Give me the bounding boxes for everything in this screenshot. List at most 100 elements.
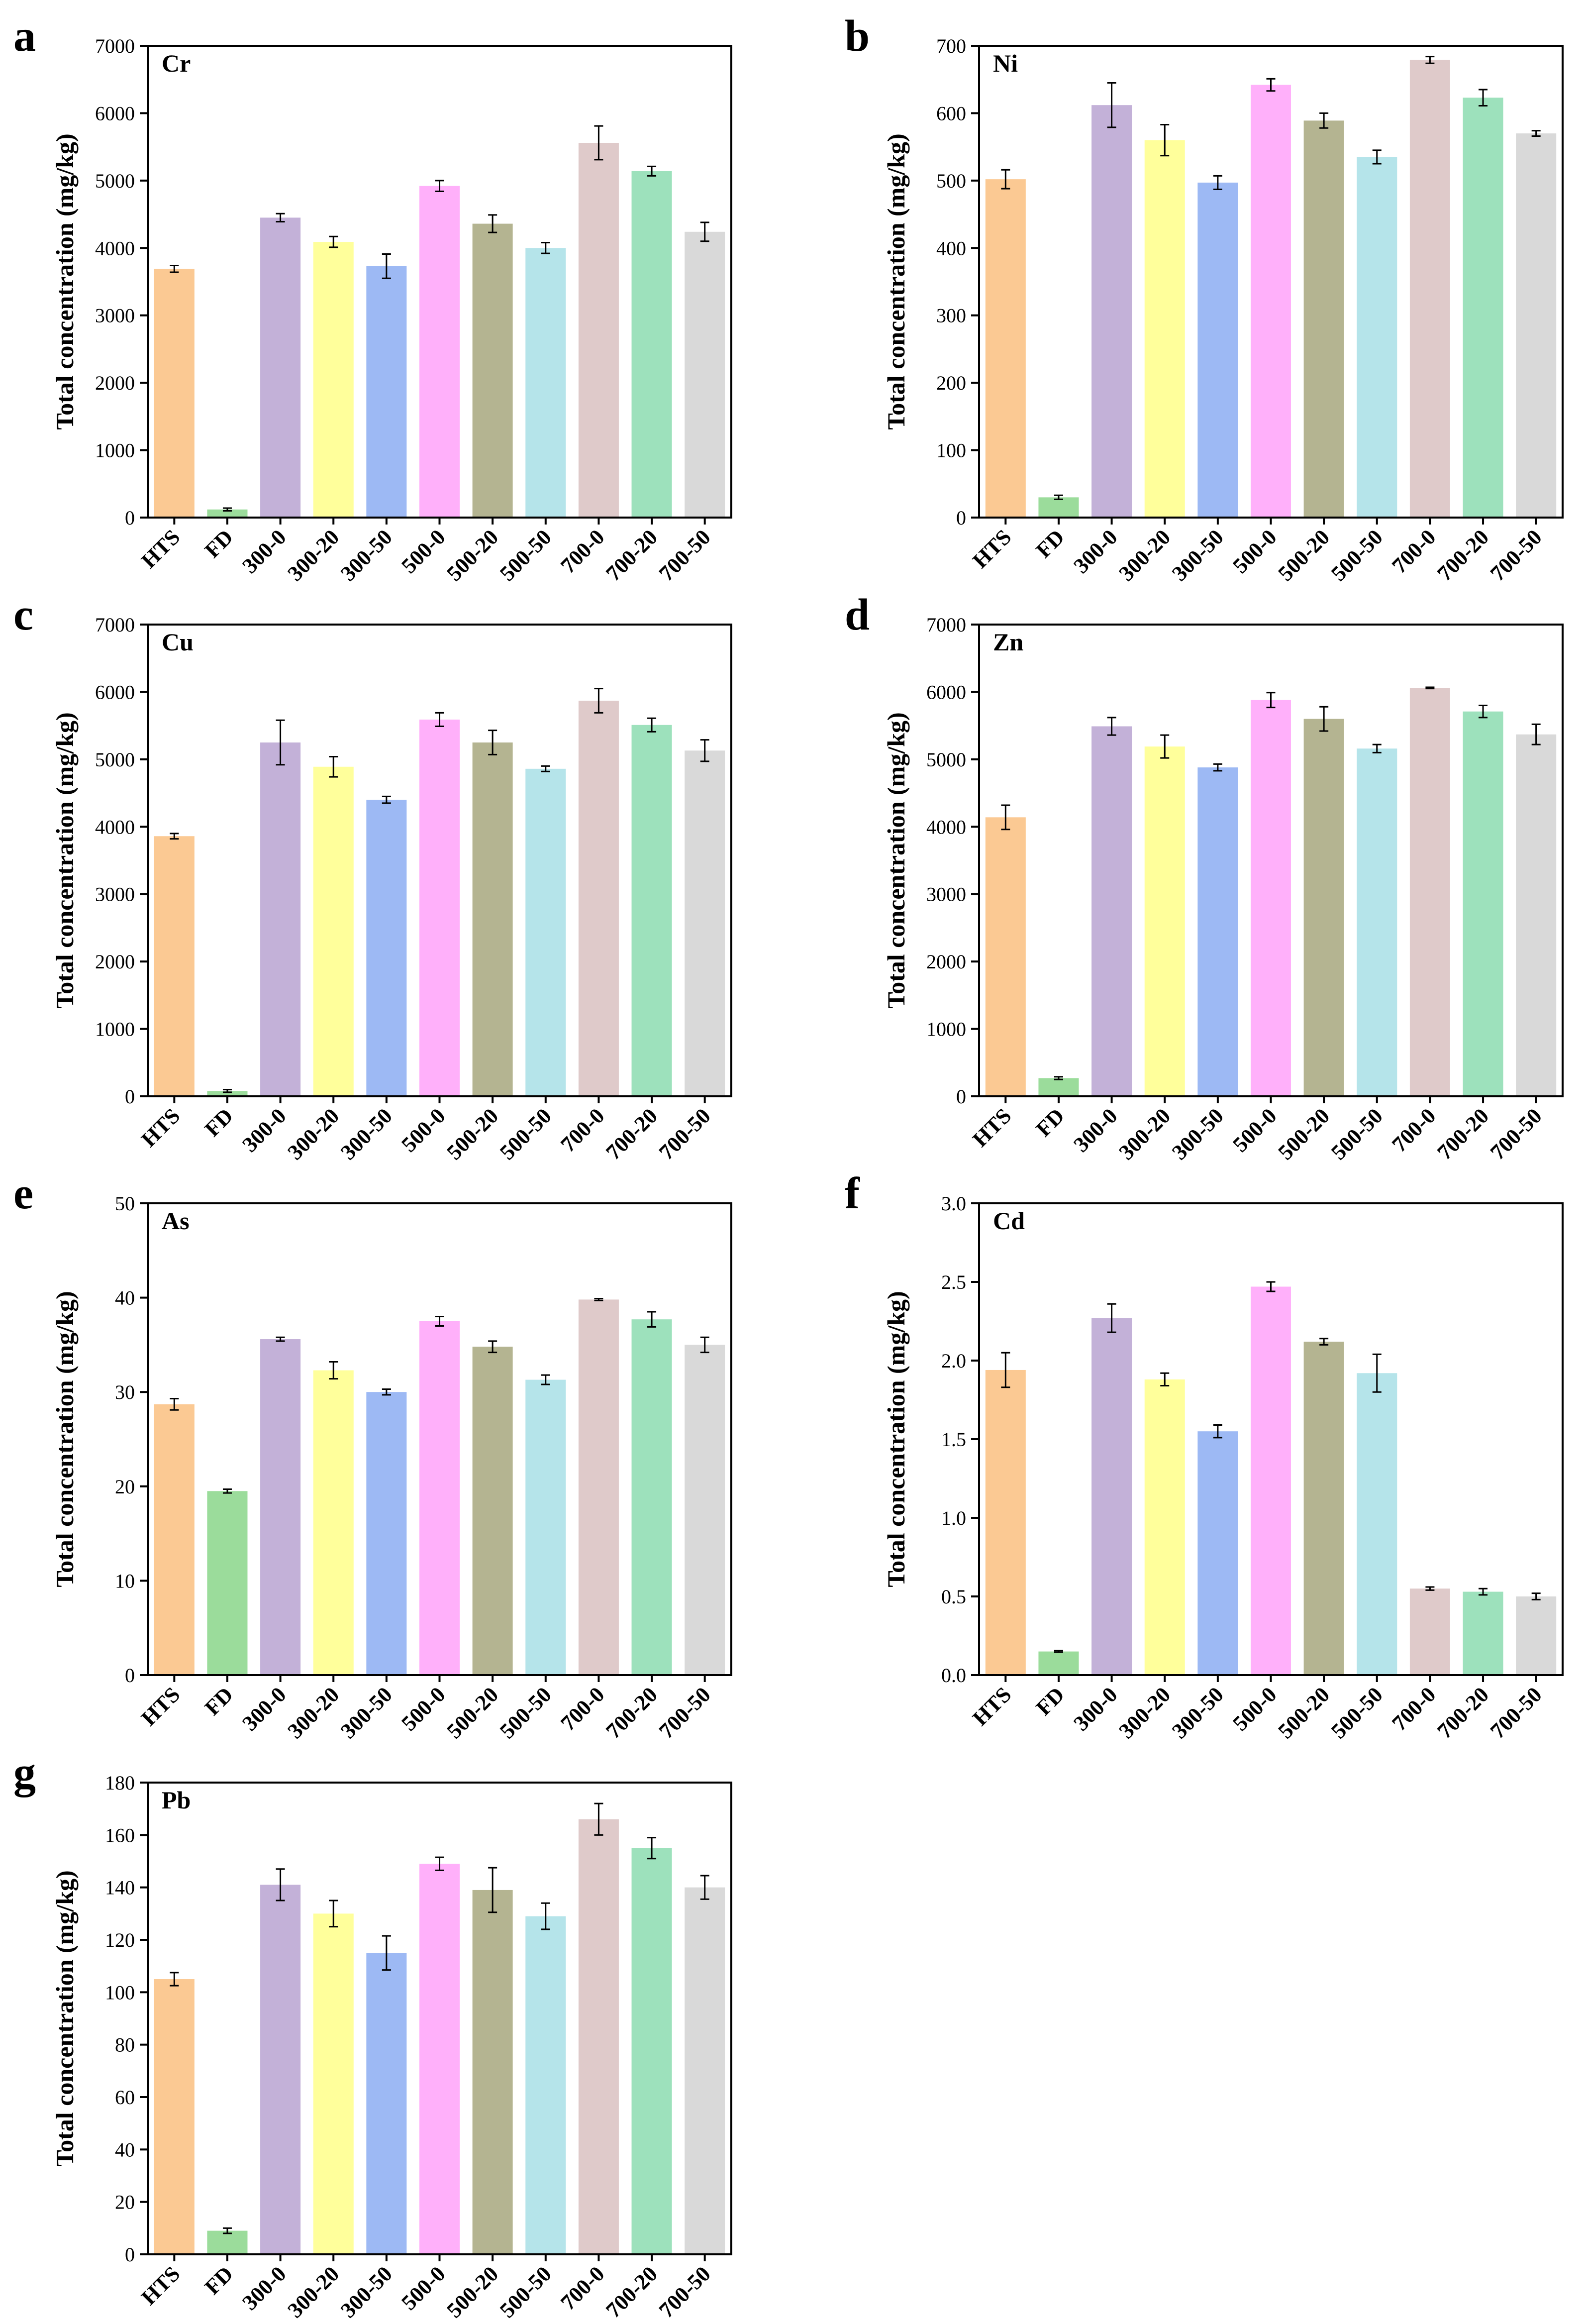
error-bar-c-HTS: [170, 833, 179, 840]
error-bar-e-FD: [222, 1488, 232, 1494]
bar-d-700-20: [1463, 711, 1503, 1096]
error-bar-a-FD: [222, 507, 232, 512]
error-bar-f-700-0: [1425, 1586, 1435, 1591]
bar-c-FD: [207, 1091, 248, 1096]
error-bar-f-500-20: [1319, 1338, 1329, 1346]
error-bar-g-300-20: [329, 1900, 338, 1928]
bar-g-700-50: [685, 1887, 725, 2254]
y-tick-label-b: 600: [936, 102, 966, 124]
error-bar-a-300-50: [382, 253, 391, 279]
y-tick-label-d: 1000: [926, 1018, 966, 1041]
error-bar-d-700-50: [1531, 723, 1541, 745]
y-tick-label-f: 3.0: [941, 1192, 966, 1215]
error-bar-c-700-50: [700, 739, 709, 762]
y-tick-label-a: 3000: [95, 305, 135, 327]
bar-d-500-20: [1303, 719, 1344, 1096]
error-bar-d-300-20: [1160, 734, 1170, 759]
error-bar-c-300-50: [382, 795, 391, 804]
y-tick-label-e: 0: [125, 1664, 135, 1687]
error-bar-c-500-50: [541, 765, 550, 772]
bar-g-700-0: [578, 1819, 619, 2254]
error-bar-d-700-0: [1425, 686, 1435, 690]
bar-c-700-0: [578, 701, 619, 1096]
y-tick-label-a: 5000: [95, 170, 135, 192]
bar-e-500-50: [525, 1379, 566, 1675]
bar-g-700-20: [631, 1848, 672, 2254]
bar-g-500-50: [525, 1916, 566, 2254]
bar-b-500-20: [1303, 120, 1344, 518]
y-tick-label-b: 100: [936, 439, 966, 462]
y-tick-label-c: 7000: [95, 614, 135, 636]
element-title-a: Cr: [162, 49, 191, 77]
y-tick-label-g: 120: [105, 1929, 135, 1951]
bar-a-300-20: [313, 242, 354, 518]
error-bar-d-500-20: [1319, 706, 1329, 732]
error-bar-c-500-0: [435, 712, 444, 727]
bar-g-FD: [207, 2230, 248, 2254]
error-bar-d-700-20: [1479, 705, 1488, 719]
y-tick-label-c: 2000: [95, 951, 135, 973]
bar-a-500-50: [525, 248, 566, 518]
panel-letter-b: b: [845, 11, 870, 61]
bar-f-700-20: [1463, 1591, 1503, 1675]
error-bar-b-700-20: [1479, 89, 1488, 107]
error-bar-f-300-0: [1107, 1303, 1116, 1333]
element-title-b: Ni: [993, 49, 1018, 77]
y-tick-label-c: 6000: [95, 681, 135, 703]
bar-g-300-0: [260, 1885, 301, 2254]
error-bar-f-300-20: [1160, 1372, 1170, 1387]
bar-b-500-0: [1250, 85, 1291, 518]
element-title-d: Zn: [993, 628, 1023, 656]
bar-d-300-0: [1091, 726, 1132, 1096]
y-tick-label-g: 60: [115, 2086, 135, 2109]
error-bar-c-700-0: [594, 688, 603, 714]
y-tick-label-g: 100: [105, 1981, 135, 2004]
panel-letter-d: d: [845, 590, 870, 639]
error-bar-b-500-50: [1372, 149, 1382, 165]
bar-d-500-50: [1357, 748, 1397, 1096]
bar-b-700-50: [1516, 133, 1557, 518]
error-bar-g-700-0: [594, 1802, 603, 1836]
bar-g-500-0: [419, 1864, 460, 2254]
bar-c-300-20: [313, 766, 354, 1096]
y-tick-label-e: 10: [115, 1570, 135, 1592]
y-tick-label-d: 3000: [926, 883, 966, 906]
y-tick-label-d: 5000: [926, 748, 966, 771]
bar-f-700-50: [1516, 1596, 1557, 1675]
element-title-g: Pb: [162, 1786, 191, 1814]
error-bar-e-500-20: [488, 1340, 497, 1354]
element-title-f: Cd: [993, 1207, 1025, 1235]
bar-c-300-50: [366, 800, 407, 1096]
bar-b-HTS: [985, 179, 1026, 518]
bar-d-HTS: [985, 817, 1026, 1096]
bar-a-500-20: [472, 223, 513, 518]
error-bar-e-300-20: [329, 1361, 338, 1380]
y-tick-label-g: 180: [105, 1772, 135, 1794]
error-bar-f-500-50: [1372, 1353, 1382, 1393]
bar-b-700-0: [1409, 60, 1450, 518]
bar-f-FD: [1038, 1651, 1079, 1675]
error-bar-b-700-50: [1531, 130, 1541, 137]
y-tick-label-d: 2000: [926, 951, 966, 973]
y-tick-label-c: 4000: [95, 816, 135, 838]
error-bar-g-500-50: [541, 1902, 550, 1930]
bar-f-300-20: [1144, 1379, 1185, 1675]
bar-c-500-0: [419, 719, 460, 1096]
y-tick-label-b: 400: [936, 237, 966, 259]
error-bar-e-700-20: [647, 1311, 657, 1328]
error-bar-d-500-0: [1266, 692, 1276, 709]
y-tick-label-c: 3000: [95, 883, 135, 906]
y-axis-label-b: Total concentration (mg/kg): [882, 133, 910, 429]
y-axis-label-c: Total concentration (mg/kg): [51, 712, 79, 1008]
bar-a-700-0: [578, 143, 619, 518]
bar-c-500-50: [525, 768, 566, 1096]
bar-a-500-0: [419, 186, 460, 518]
bar-a-300-0: [260, 217, 301, 518]
bar-a-700-50: [685, 231, 725, 518]
panel-letter-c: c: [13, 590, 33, 639]
bar-f-300-50: [1197, 1431, 1238, 1675]
bar-f-500-0: [1250, 1286, 1291, 1675]
